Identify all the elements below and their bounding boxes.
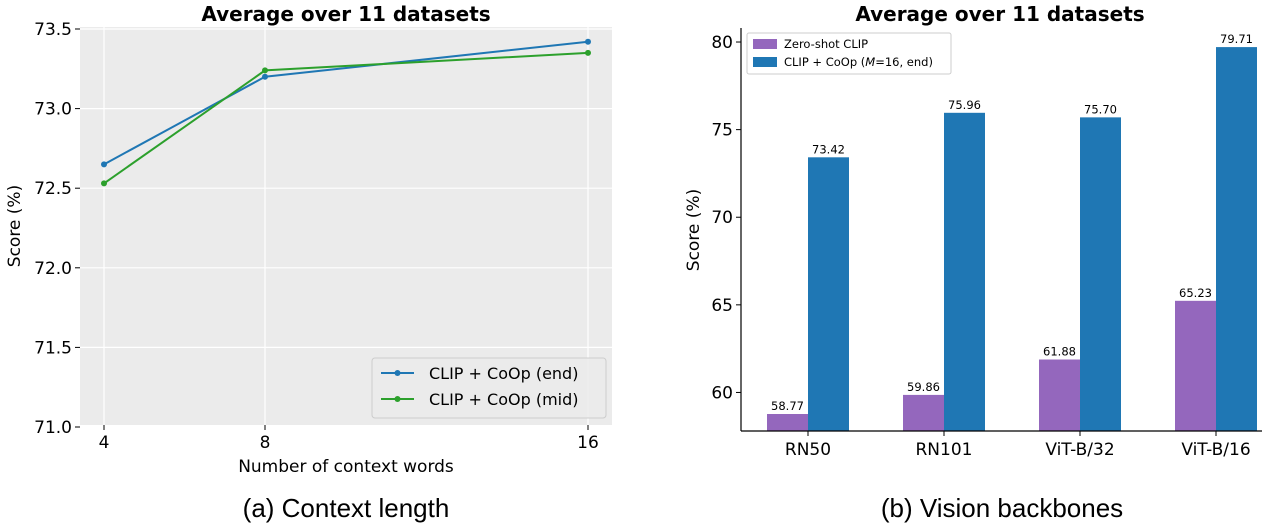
plot-b-x-ticks: RN50 RN101 ViT-B/32 ViT-B/16: [785, 431, 1251, 460]
tick-b-x-2: ViT-B/32: [1045, 440, 1114, 460]
tick-a-y-1: 71.5: [34, 338, 72, 358]
tick-a-y-2: 72.0: [34, 259, 72, 279]
legend-a-frame: [371, 357, 607, 419]
bar-label-0-1: 59.86: [907, 380, 940, 394]
plot-b-legend: Zero-shot CLIP CLIP + CoOp (M=16, end): [746, 32, 952, 75]
plot-a-y-ticks: 71.0 71.5 72.0 72.5 73.0 73.5: [34, 20, 80, 438]
caption-a: (a) Context length: [243, 493, 450, 523]
legend-b-label-coop: CLIP + CoOp (M=16, end): [784, 55, 933, 69]
legend-b-frame: [746, 32, 952, 75]
bar-1-2: [1080, 117, 1121, 431]
tick-b-y-3: 75: [711, 121, 733, 141]
tick-a-y-3: 72.5: [34, 179, 72, 199]
bar-1-1: [944, 112, 985, 432]
series-a-point-1-0: [101, 180, 107, 187]
series-a-point-0-2: [585, 38, 591, 45]
tick-a-y-5: 73.5: [34, 20, 72, 40]
plot-a-x-label: Number of context words: [238, 457, 454, 477]
plot-a-grid: [80, 27, 612, 428]
tick-b-x-3: ViT-B/16: [1181, 440, 1250, 460]
bar-label-1-0: 73.42: [812, 142, 845, 156]
caption-b: (b) Vision backbones: [881, 493, 1123, 523]
series-a-point-1-2: [585, 49, 591, 56]
tick-a-x-8: 8: [260, 433, 271, 453]
tick-b-x-0: RN50: [785, 440, 831, 460]
series-a-point-0-1: [262, 73, 268, 80]
legend-a-marker-end: [394, 370, 401, 376]
plot-a-lines: [101, 38, 591, 187]
bar-label-1-3: 79.71: [1220, 32, 1253, 46]
legend-a-marker-mid: [394, 396, 401, 402]
bar-1-0: [808, 157, 849, 432]
bar-label-0-3: 65.23: [1179, 286, 1212, 300]
series-a-point-0-0: [101, 161, 107, 168]
legend-a-label-end: CLIP + CoOp (end): [429, 364, 578, 383]
bar-0-1: [903, 394, 944, 431]
bar-label-1-2: 75.70: [1084, 102, 1117, 116]
tick-b-y-4: 80: [711, 33, 733, 53]
plot-b-y-label: Score (%): [684, 189, 704, 271]
tick-a-x-16: 16: [577, 433, 599, 453]
bar-0-3: [1175, 300, 1216, 431]
legend-a-label-mid: CLIP + CoOp (mid): [429, 390, 579, 409]
legend-b-label-zeroshot: Zero-shot CLIP: [784, 37, 868, 51]
plot-b-bars: 58.77 73.42 59.86 75.96 61.88 75.70 65.23 79.71: [767, 32, 1257, 432]
bar-label-1-1: 75.96: [948, 98, 981, 112]
tick-a-x-4: 4: [99, 433, 110, 453]
tick-b-y-2: 70: [711, 208, 733, 228]
panel-vision-backbones: 58.77 73.42 59.86 75.96 61.88 75.70 65.23 79.71…: [684, 2, 1262, 523]
bar-1-3: [1216, 47, 1257, 431]
plot-a-x-ticks: 4 8 16: [99, 425, 599, 453]
bar-0-0: [767, 414, 808, 431]
bar-label-0-0: 58.77: [771, 399, 804, 413]
tick-a-y-0: 71.0: [34, 418, 72, 438]
legend-b-swatch-coop: [753, 57, 777, 67]
plot-b-y-ticks: 60 65 70 75 80: [711, 33, 741, 403]
tick-b-y-1: 65: [711, 296, 733, 316]
tick-b-x-1: RN101: [916, 440, 973, 460]
plot-a-y-label: Score (%): [5, 185, 25, 267]
plot-a-title: Average over 11 datasets: [201, 2, 490, 26]
plot-b-title: Average over 11 datasets: [855, 2, 1144, 26]
tick-b-y-0: 60: [711, 383, 733, 403]
legend-b-swatch-zeroshot: [753, 39, 777, 49]
series-a-point-1-1: [262, 67, 268, 74]
panel-context-length: 4 8 16 71.0 71.5 72.0 72.5 73.0 73.5 Average ov…: [5, 2, 612, 523]
bar-label-0-2: 61.88: [1043, 345, 1076, 359]
plot-a-legend: CLIP + CoOp (end) CLIP + CoOp (mid): [371, 357, 607, 419]
bar-0-2: [1039, 359, 1080, 431]
tick-a-y-4: 73.0: [34, 100, 72, 120]
